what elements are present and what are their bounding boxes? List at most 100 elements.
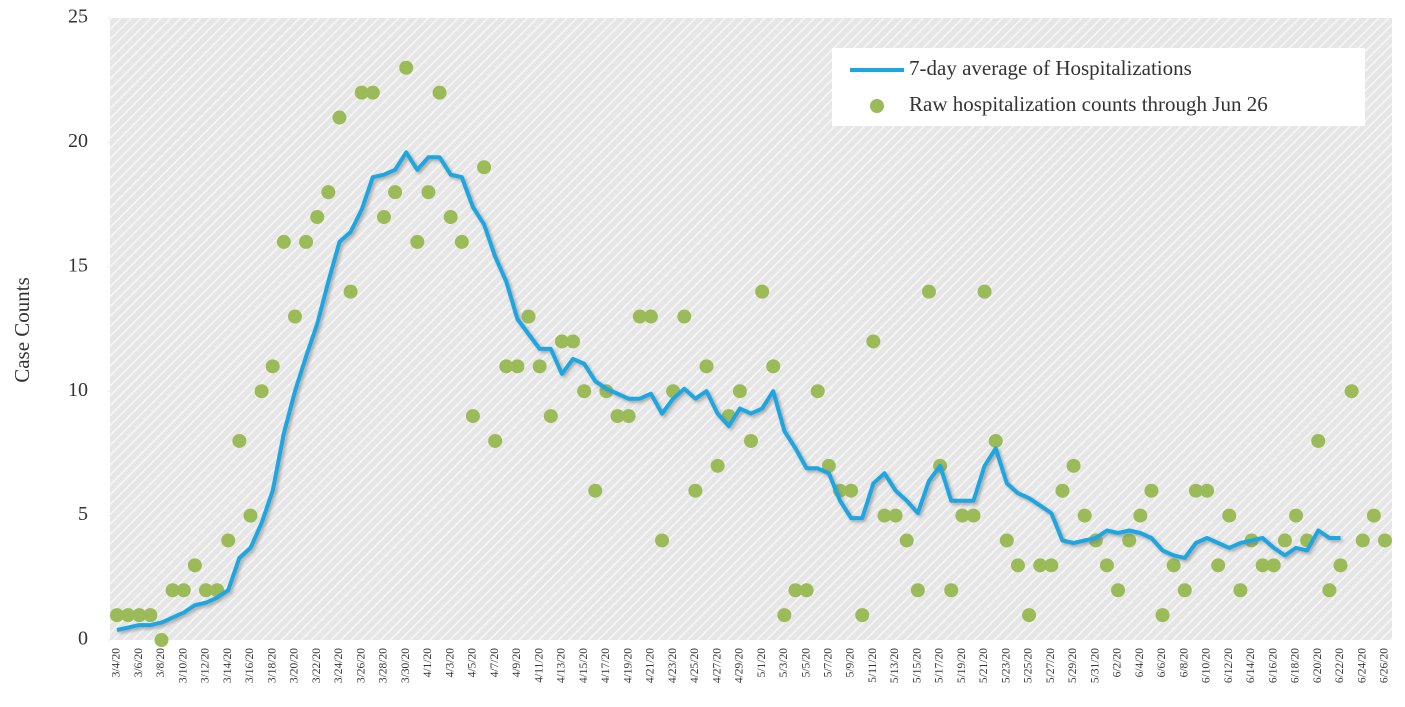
count-point	[1222, 508, 1237, 523]
count-point	[243, 508, 258, 523]
count-point	[388, 185, 403, 200]
legend-box	[832, 48, 1365, 126]
y-axis-label: Case Counts	[10, 277, 34, 383]
x-tick-label: 6/6/20	[1156, 648, 1168, 678]
x-tick-label: 6/14/20	[1245, 648, 1257, 683]
count-point	[588, 483, 603, 498]
count-point	[1355, 533, 1370, 548]
x-tick-label: 3/12/20	[200, 648, 212, 683]
count-point	[521, 309, 536, 324]
y-tick-label: 0	[78, 628, 88, 650]
x-tick-label: 6/4/20	[1134, 648, 1146, 678]
count-point	[332, 110, 347, 125]
x-tick-label: 6/24/20	[1356, 648, 1368, 683]
x-tick-label: 3/8/20	[155, 648, 167, 678]
count-point	[432, 85, 447, 100]
count-point	[310, 210, 325, 225]
count-point	[365, 85, 380, 100]
count-point	[888, 508, 903, 523]
count-point	[543, 409, 558, 424]
count-point	[988, 433, 1003, 448]
x-tick-label: 3/14/20	[222, 648, 234, 683]
count-point	[376, 210, 391, 225]
count-point	[910, 583, 925, 598]
y-tick-label: 20	[68, 130, 88, 152]
count-point	[221, 533, 236, 548]
count-point	[788, 583, 803, 598]
x-tick-label: 6/18/20	[1290, 648, 1302, 683]
count-point	[1055, 483, 1070, 498]
x-tick-label: 6/10/20	[1201, 648, 1213, 683]
count-point	[321, 185, 336, 200]
count-point	[643, 309, 658, 324]
x-tick-label: 4/1/20	[422, 648, 434, 678]
count-point	[1344, 384, 1359, 399]
count-point	[1044, 558, 1059, 573]
x-tick-label: 3/4/20	[111, 648, 123, 678]
count-point	[343, 284, 358, 299]
count-point	[799, 583, 814, 598]
count-point	[632, 309, 647, 324]
x-tick-label: 5/9/20	[845, 648, 857, 678]
count-point	[154, 633, 169, 647]
count-point	[488, 433, 503, 448]
count-point	[744, 433, 758, 448]
count-point	[1188, 483, 1203, 498]
y-tick-label: 10	[68, 379, 88, 401]
x-tick-label: 5/5/20	[800, 648, 812, 678]
count-point	[1122, 533, 1137, 548]
count-point	[1033, 558, 1048, 573]
count-point	[1366, 508, 1381, 523]
x-tick-label: 4/19/20	[622, 648, 634, 683]
count-point	[977, 284, 992, 299]
x-tick-label: 4/7/20	[489, 648, 501, 678]
count-point	[944, 583, 959, 598]
count-point	[454, 234, 469, 249]
x-tick-label: 5/15/20	[911, 648, 923, 683]
legend-label: 7-day average of Hospitalizations	[909, 56, 1192, 80]
count-point	[699, 359, 714, 374]
count-point	[1077, 508, 1092, 523]
count-point	[577, 384, 592, 399]
count-point	[1144, 483, 1159, 498]
average-line	[116, 150, 1341, 632]
count-point	[1099, 558, 1114, 573]
count-point	[732, 384, 747, 399]
count-point	[1200, 483, 1215, 498]
count-point	[354, 85, 369, 100]
count-point	[499, 359, 514, 374]
count-point	[955, 508, 970, 523]
legend-label: Raw hospitalization counts through Jun 2…	[909, 92, 1268, 116]
count-point	[755, 284, 770, 299]
count-point	[276, 234, 291, 249]
x-tick-label: 4/3/20	[444, 648, 456, 678]
x-tick-label: 3/26/20	[355, 648, 367, 683]
count-point	[510, 359, 525, 374]
x-tick-label: 5/25/20	[1023, 648, 1035, 683]
count-point	[176, 583, 191, 598]
y-tick-label: 15	[68, 254, 88, 276]
x-tick-label: 4/25/20	[689, 648, 701, 683]
count-point	[766, 359, 781, 374]
count-point	[1166, 558, 1181, 573]
count-point	[121, 608, 136, 623]
count-point	[655, 533, 670, 548]
count-point	[254, 384, 269, 399]
x-tick-label: 4/21/20	[645, 648, 657, 683]
x-tick-label: 6/12/20	[1223, 648, 1235, 683]
count-point	[821, 458, 836, 473]
count-point	[554, 334, 569, 349]
count-point	[921, 284, 936, 299]
x-tick-label: 5/13/20	[889, 648, 901, 683]
count-point	[1233, 583, 1248, 598]
count-point	[232, 433, 247, 448]
x-tick-label: 3/16/20	[244, 648, 256, 683]
count-point	[1211, 558, 1226, 573]
x-tick-label: 3/6/20	[133, 648, 145, 678]
count-point	[877, 508, 892, 523]
count-point	[287, 309, 302, 324]
x-tick-label: 3/28/20	[378, 648, 390, 683]
x-tick-label: 5/11/20	[867, 648, 879, 683]
x-tick-label: 5/31/20	[1089, 648, 1101, 683]
